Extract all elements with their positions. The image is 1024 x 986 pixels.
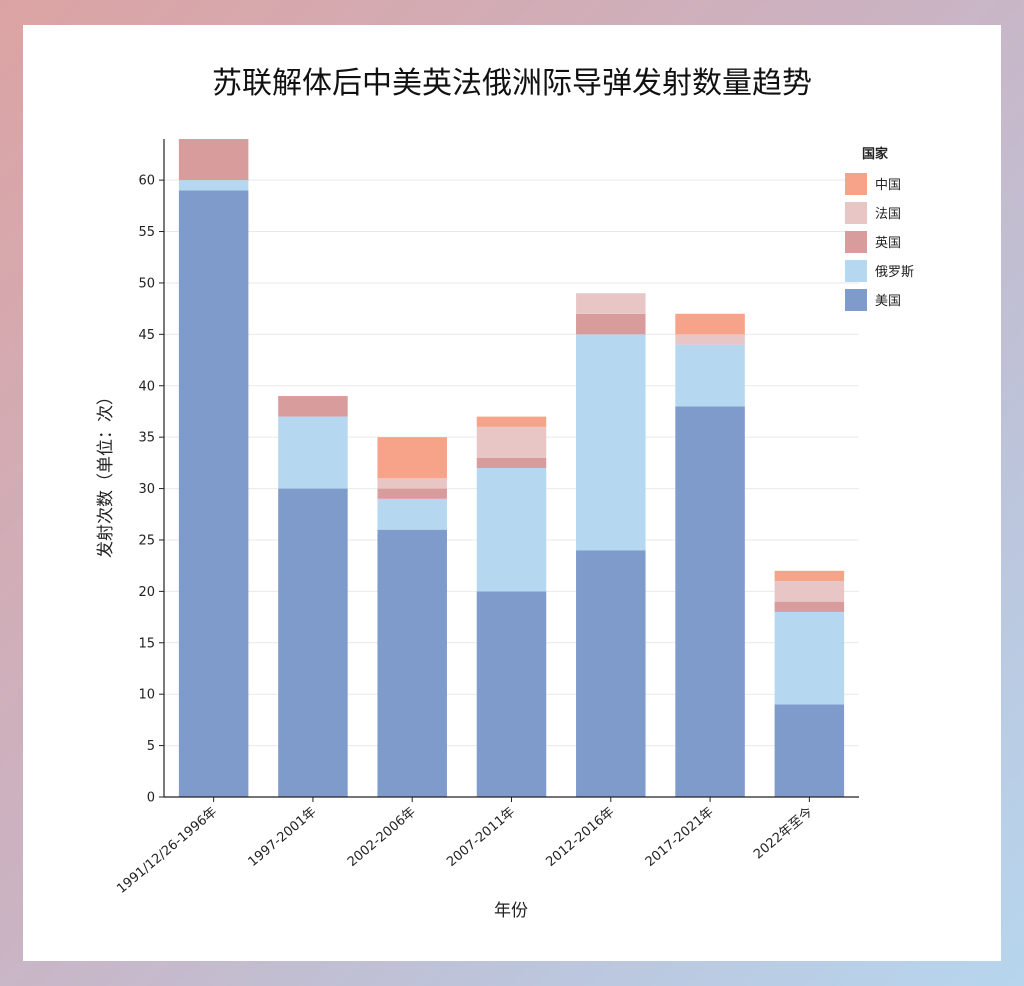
bar-segment [774,704,845,797]
chart-title: 苏联解体后中美英法俄洲际导弹发射数量趋势 [212,66,812,101]
bar-segment [774,570,845,582]
legend-label: 美国 [875,294,901,309]
x-tick-label: 1997-2001年 [246,805,320,870]
legend-swatch [845,173,867,195]
y-tick-label: 35 [138,431,155,446]
bar-segment [675,406,745,797]
bar-segment [576,293,646,314]
bars [178,139,845,797]
bar-segment [576,334,646,551]
x-tick-label: 2007-2011年 [444,805,518,870]
bar-segment [774,611,845,705]
chart-card: 苏联解体后中美英法俄洲际导弹发射数量趋势 0 5 10 15 20 25 30 35 40 45 5… [23,25,1001,961]
x-tick-label: 1991/12/26-1996年 [114,805,220,897]
bar-segment [476,426,547,458]
legend-label: 中国 [875,178,901,193]
legend-label: 俄罗斯 [875,265,914,280]
bar-segment [675,344,745,407]
bar-segment [576,550,646,797]
bar-segment [476,591,547,797]
y-tick-labels: 0 5 10 15 20 25 30 35 40 45 50 55 60 [138,174,164,806]
x-tick-label: 2002-2006年 [345,805,419,870]
legend-label: 法国 [875,207,901,222]
bar-segment [675,334,745,345]
y-tick-label: 20 [138,585,155,600]
legend-swatch [845,202,867,224]
x-axis-title: 年份 [494,901,528,921]
legend-swatch [845,289,867,311]
x-tick-label: 2022年至今 [750,804,816,863]
y-tick-label: 50 [138,276,155,291]
bar-segment [377,529,447,797]
bar-segment [377,498,447,530]
x-tick-label: 2017-2021年 [643,805,717,870]
y-tick-label: 25 [138,533,155,548]
bar-segment [377,478,447,489]
bar-segment [675,313,745,335]
stacked-bar-chart: 苏联解体后中美英法俄洲际导弹发射数量趋势 0 5 10 15 20 25 30 35 40 45 5… [96,66,914,921]
bar-segment [377,437,447,479]
legend-swatch [845,231,867,253]
bar-segment [178,139,249,181]
x-tick-label: 2012-2016年 [543,805,617,870]
bar-segment [178,180,249,191]
bar-segment [476,457,547,468]
bar-segment [774,581,845,602]
bar-segment [476,468,547,592]
y-tick-label: 60 [138,174,155,189]
bar-segment [377,488,447,499]
y-axis-title: 发射次数（单位：次） [96,388,116,558]
x-tick-labels: 1991/12/26-1996年 1997-2001年 2002-2006年 2007… [114,797,816,897]
bar-segment [178,190,249,797]
bar-segment [576,313,646,335]
y-tick-label: 30 [138,482,155,497]
legend-label: 英国 [875,236,901,251]
legend-swatch [845,260,867,282]
bar-segment [278,488,348,797]
y-tick-label: 0 [147,791,155,806]
y-tick-label: 10 [138,688,155,703]
bar-segment [278,396,348,417]
y-tick-label: 45 [138,328,155,343]
bar-segment [774,601,845,612]
y-tick-label: 5 [147,739,155,754]
y-tick-label: 40 [138,379,155,394]
bar-segment [278,416,348,489]
legend-title: 国家 [862,146,889,162]
bar-segment [476,416,547,427]
y-tick-label: 55 [138,225,155,240]
y-tick-label: 15 [138,636,155,651]
